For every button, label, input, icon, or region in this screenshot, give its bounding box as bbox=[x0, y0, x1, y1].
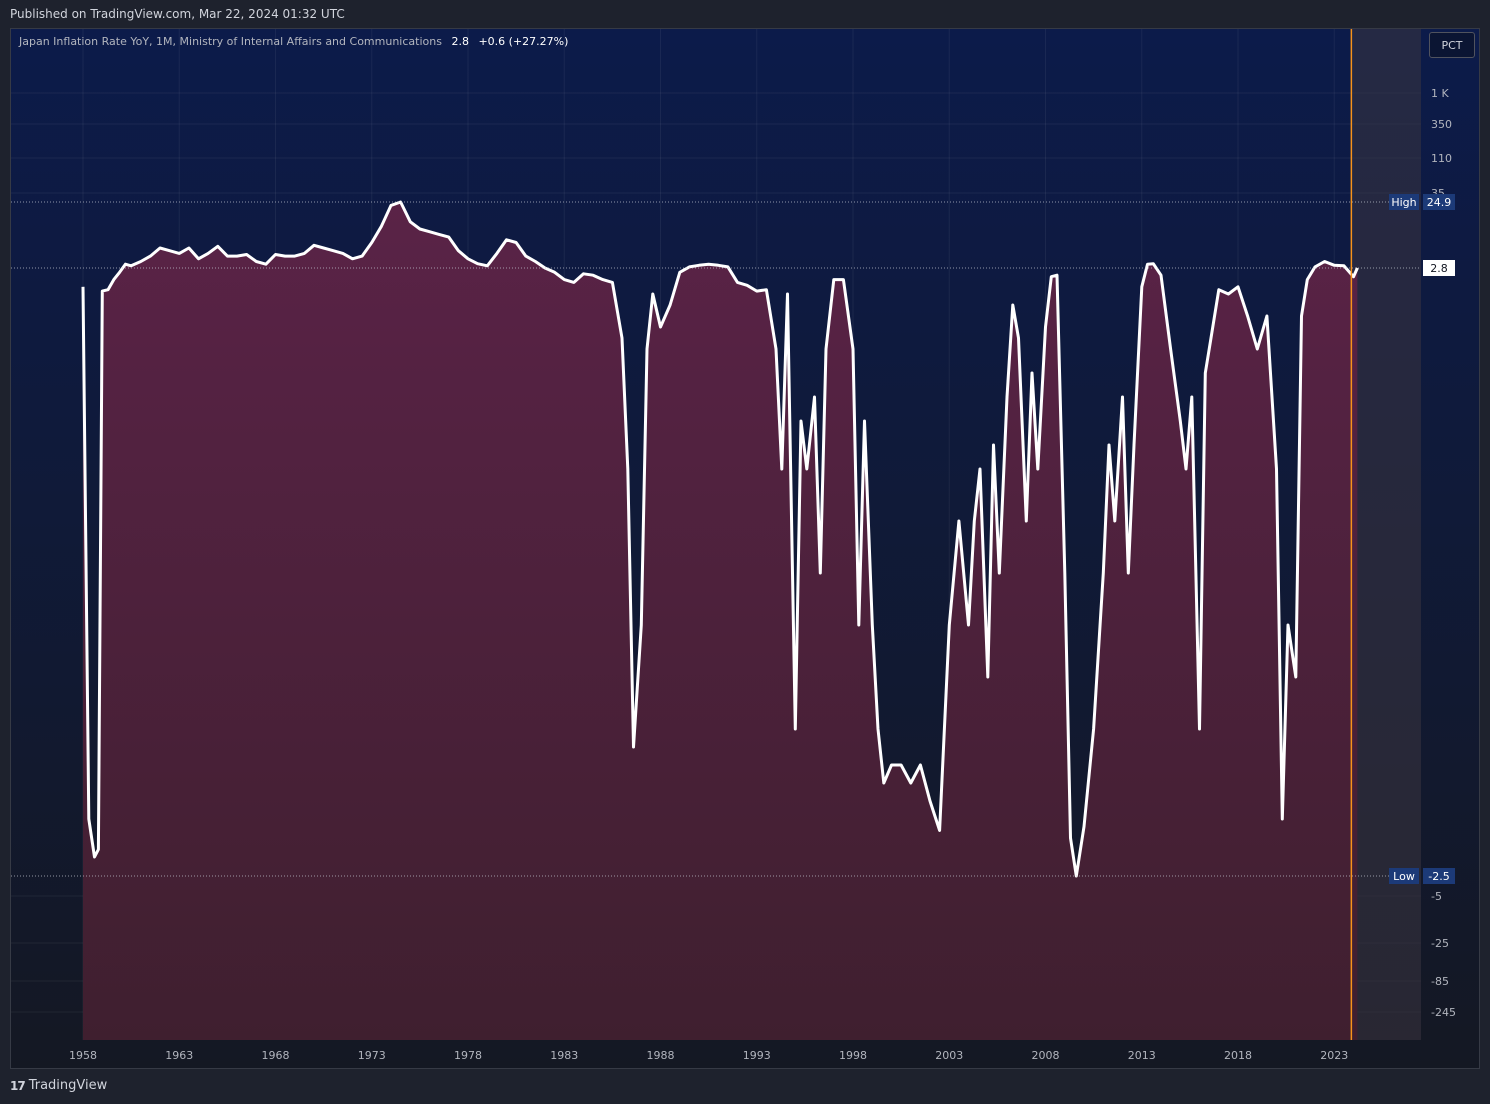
legend-title: Japan Inflation Rate YoY, 1M, Ministry o… bbox=[19, 35, 442, 48]
low-badge-value-bg bbox=[1423, 868, 1455, 884]
footer: 17 TradingView bbox=[0, 1072, 1490, 1104]
x-tick-label: 1973 bbox=[358, 1049, 386, 1062]
high-badge-value: 24.9 bbox=[1427, 196, 1452, 209]
y-tick-label: 110 bbox=[1431, 152, 1452, 165]
series-legend[interactable]: Japan Inflation Rate YoY, 1M, Ministry o… bbox=[19, 35, 568, 48]
x-tick-label: 2003 bbox=[935, 1049, 963, 1062]
pct-scale-button[interactable]: PCT bbox=[1429, 32, 1475, 58]
low-badge-value: -2.5 bbox=[1428, 870, 1449, 883]
x-tick-label: 1968 bbox=[262, 1049, 290, 1062]
x-tick-label: 2013 bbox=[1128, 1049, 1156, 1062]
chart-area[interactable]: 1 K 350 110 35 -5 -25 -85 -245 1958 1963 1968 1973… bbox=[10, 28, 1480, 1069]
x-tick-label: 2008 bbox=[1032, 1049, 1060, 1062]
area-fill bbox=[83, 202, 1358, 1040]
y-tick-label: -245 bbox=[1431, 1006, 1456, 1019]
high-badge-label: High bbox=[1391, 196, 1416, 209]
x-tick-label: 2023 bbox=[1320, 1049, 1348, 1062]
published-text: Published on TradingView.com, Mar 22, 20… bbox=[10, 7, 345, 21]
x-tick-label: 2018 bbox=[1224, 1049, 1252, 1062]
x-tick-label: 1993 bbox=[743, 1049, 771, 1062]
last-value-badge-value-bg bbox=[1423, 260, 1455, 276]
y-tick-label: 350 bbox=[1431, 118, 1452, 131]
tradingview-brand: TradingView bbox=[28, 1078, 108, 1093]
x-tick-label: 1963 bbox=[165, 1049, 193, 1062]
legend-value: 2.8 bbox=[451, 35, 469, 48]
x-tick-label: 1998 bbox=[839, 1049, 867, 1062]
x-axis[interactable]: 1958 1963 1968 1973 1978 1983 1988 1993 1998 2003… bbox=[69, 1049, 1348, 1062]
high-badge-label-bg bbox=[1389, 194, 1419, 210]
y-tick-label: -5 bbox=[1431, 890, 1442, 903]
x-tick-label: 1988 bbox=[647, 1049, 675, 1062]
low-badge-label-bg bbox=[1389, 868, 1419, 884]
y-tick-label: -25 bbox=[1431, 937, 1449, 950]
series-line[interactable] bbox=[81, 200, 1359, 878]
reference-lines bbox=[11, 201, 1421, 877]
tradingview-mark-icon: 17 bbox=[10, 1078, 26, 1093]
legend-change: +0.6 (+27.27%) bbox=[478, 35, 569, 48]
x-tick-label: 1983 bbox=[550, 1049, 578, 1062]
y-tick-label: 1 K bbox=[1431, 87, 1449, 100]
y-tick-label: -85 bbox=[1431, 975, 1449, 988]
last-value-badge-value: 2.8 bbox=[1430, 262, 1448, 275]
future-zone bbox=[1351, 29, 1421, 1040]
high-badge-value-bg bbox=[1423, 194, 1455, 210]
x-tick-label: 1978 bbox=[454, 1049, 482, 1062]
x-tick-label: 1958 bbox=[69, 1049, 97, 1062]
low-badge-label: Low bbox=[1393, 870, 1415, 883]
tradingview-logo[interactable]: 17 TradingView bbox=[10, 1078, 107, 1093]
publish-bar: Published on TradingView.com, Mar 22, 20… bbox=[0, 0, 1490, 28]
price-badges: High 24.9 2.8 Low -2.5 bbox=[1389, 194, 1455, 884]
